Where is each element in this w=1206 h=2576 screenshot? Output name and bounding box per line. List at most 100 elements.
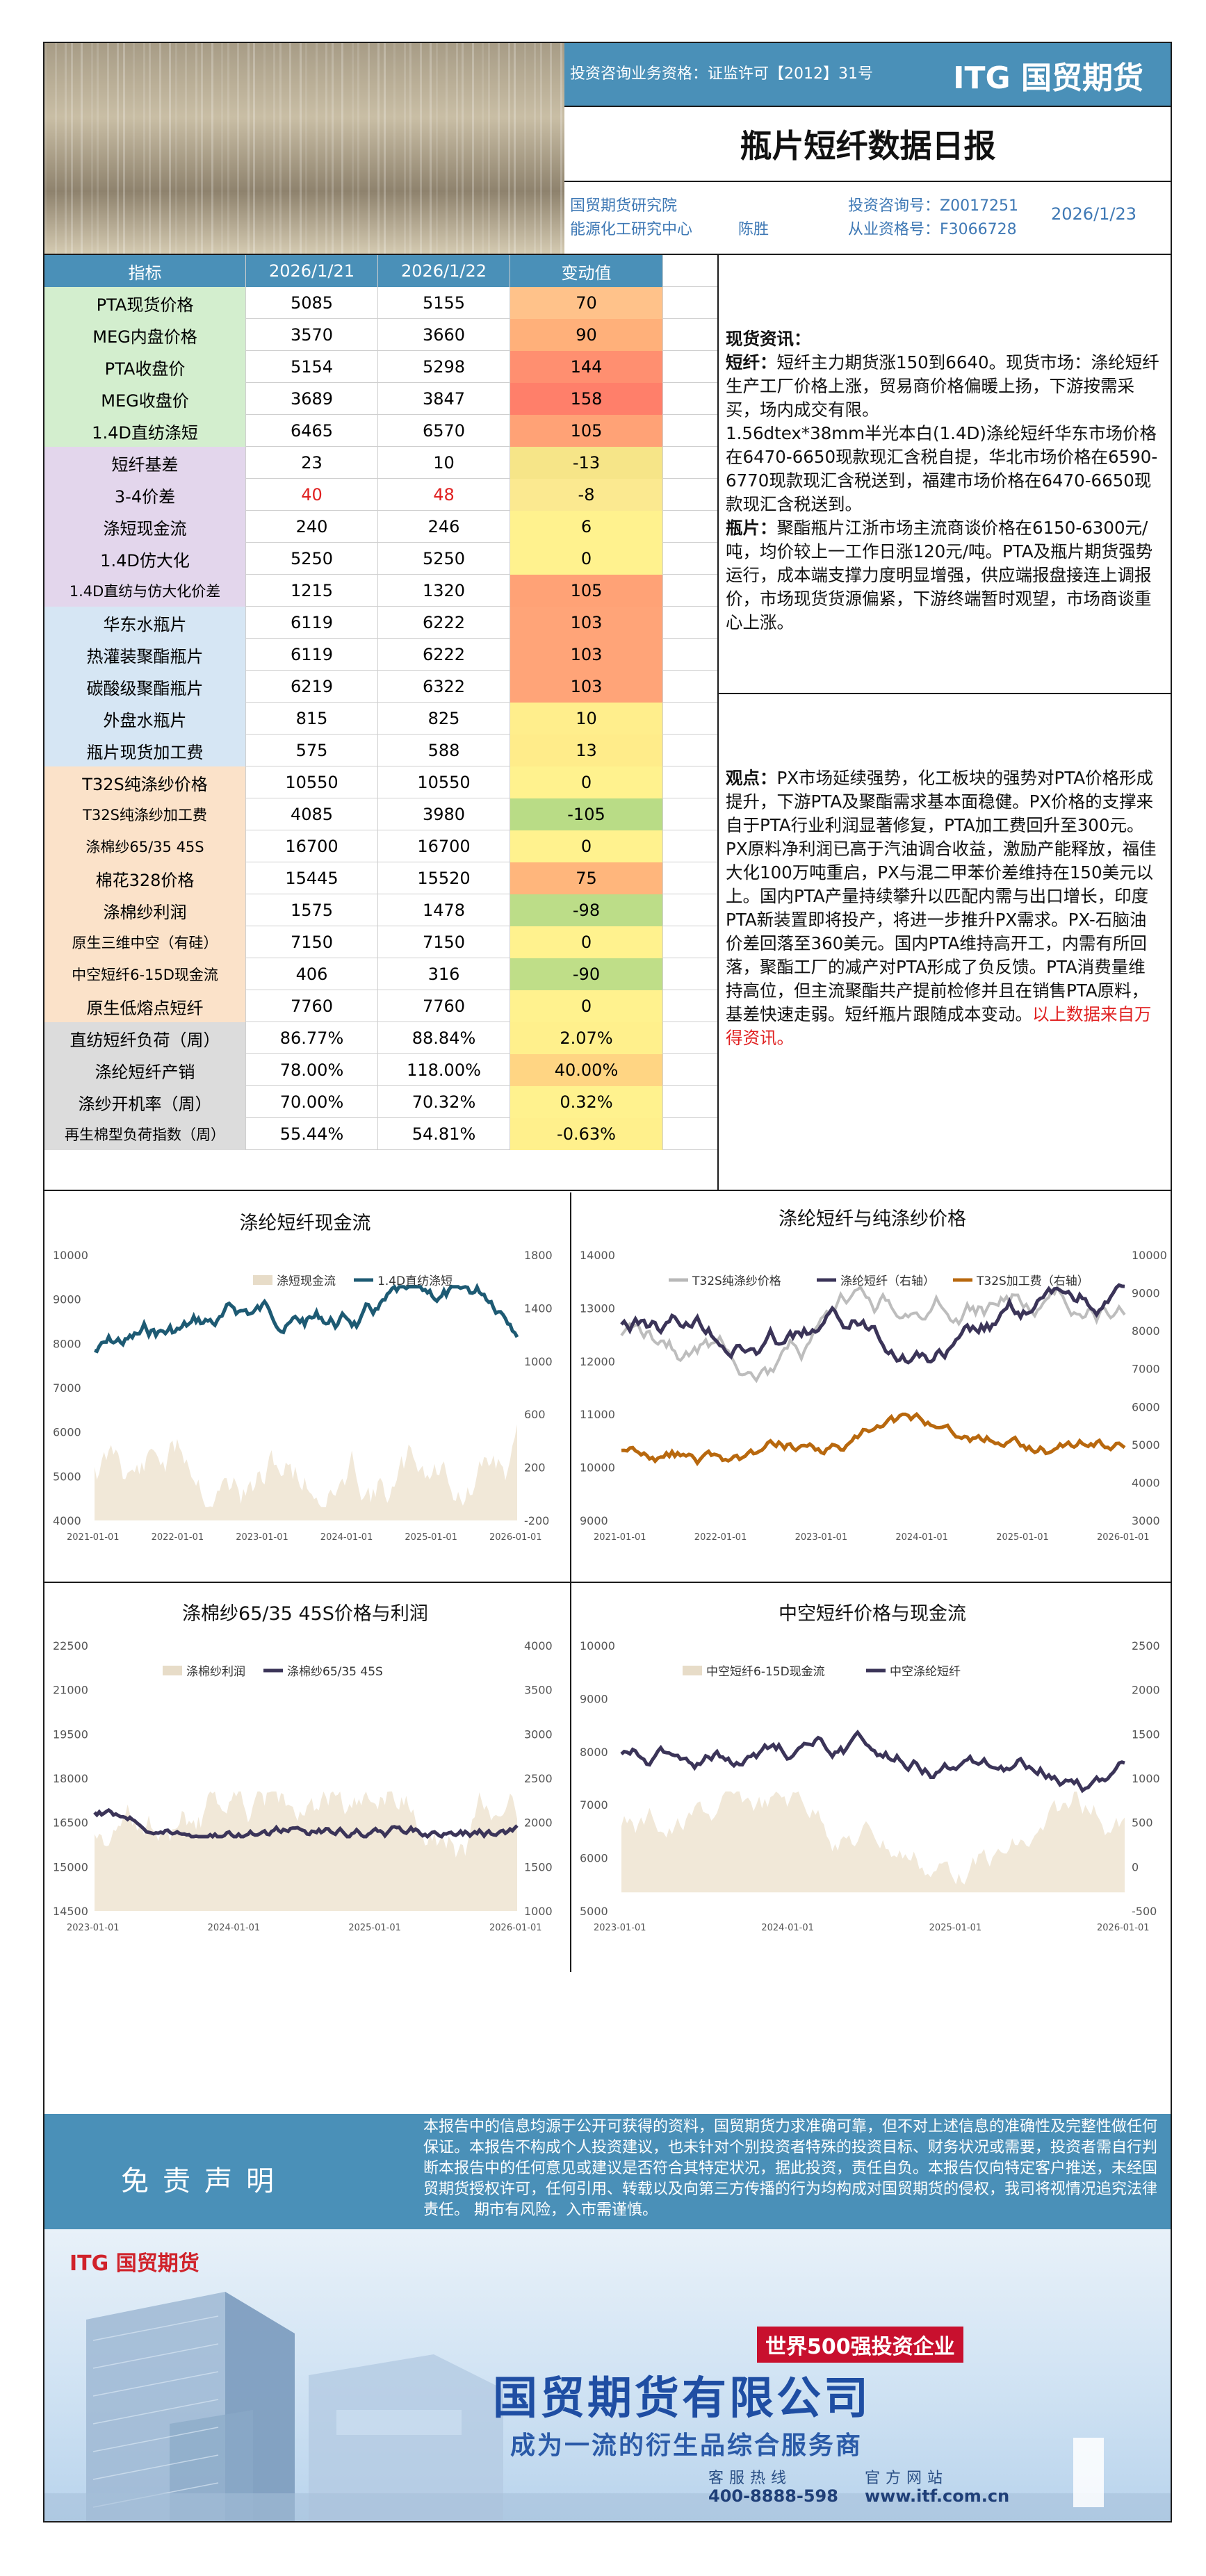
y-left-tick: 7000 <box>580 1798 608 1812</box>
value-date1: 240 <box>246 511 378 543</box>
x-tick: 2025-01-01 <box>405 1532 457 1543</box>
y-right-tick: 3000 <box>524 1728 553 1741</box>
view-body: 观点：PX市场延续强势，化工板块的强势对PTA价格形成提升，下游PTA及聚酯需求… <box>726 766 1161 1050</box>
bottle-chip-text: 聚酯瓶片江浙市场主流商谈价格在6150-6300元/吨，均价较上一工作日涨120… <box>726 518 1153 632</box>
table-row: MEG收盘价 3689 3847 158 <box>44 383 717 415</box>
value-date1: 78.00% <box>246 1054 378 1086</box>
y-left-tick: 5000 <box>580 1905 608 1918</box>
legend-label: 涤纶短纤（右轴） <box>840 1274 935 1288</box>
y-left-tick: 15000 <box>53 1860 88 1873</box>
header-info: 国贸期货研究院 能源化工研究中心 陈胜 投资咨询号：Z0017251 从业资格号… <box>564 182 1171 255</box>
series-line <box>620 1283 1126 1384</box>
market-view: 观点：PX市场延续强势，化工板块的强势对PTA价格形成提升，下游PTA及聚酯需求… <box>717 694 1171 1190</box>
company-banner: ITG 国贸期货 世界500强投资企业 国贸期货有限公司 成为一流的衍生品综合服… <box>44 2229 1171 2521</box>
y-left-tick: 9000 <box>580 1514 608 1527</box>
report-title: 瓶片短纤数据日报 <box>564 106 1171 182</box>
table-row: 涤棉纱65/35 45S 16700 16700 0 <box>44 830 717 862</box>
chart-yarn-price: 涤纶短纤与纯涤纱价格 T32S纯涤纱价格 涤纶短纤（右轴） T32S加工费（右轴） 1… <box>570 1192 1171 1582</box>
research-center: 能源化工研究中心 <box>570 221 693 238</box>
y-left-tick: 21000 <box>53 1684 88 1697</box>
table-row: PTA现货价格 5085 5155 70 <box>44 287 717 319</box>
table-row: 原生三维中空（有硅） 7150 7150 0 <box>44 926 717 958</box>
chart-title: 涤纶短纤现金流 <box>239 1213 371 1234</box>
y-right-tick: 1000 <box>1132 1772 1160 1785</box>
legend-swatch <box>683 1666 702 1675</box>
x-tick: 2024-01-01 <box>320 1532 373 1543</box>
value-date1: 15445 <box>246 862 378 894</box>
y-right-tick: 4000 <box>1132 1476 1160 1489</box>
consult-number: 投资咨询号：Z0017251 <box>848 197 1019 215</box>
indicator-name: 涤纱开机率（周） <box>44 1086 246 1118</box>
indicator-name: PTA收盘价 <box>44 351 246 383</box>
legend-label: 涤短现金流 <box>277 1274 336 1288</box>
series-area <box>95 1424 517 1520</box>
header-change: 变动值 <box>510 255 663 287</box>
y-left-tick: 10000 <box>53 1249 88 1262</box>
value-date1: 23 <box>246 447 378 479</box>
value-date1: 1575 <box>246 894 378 926</box>
table-row: 再生棉型负荷指数（周） 55.44% 54.81% -0.63% <box>44 1118 717 1150</box>
qualification-number: 从业资格号：F3066728 <box>848 221 1017 238</box>
value-date1: 6219 <box>246 671 378 703</box>
change-value: 13 <box>510 735 663 766</box>
y-left-tick: 6000 <box>53 1426 81 1439</box>
building-illustration <box>44 2292 1171 2521</box>
series-line <box>621 1411 1126 1467</box>
legend-label: 涤棉纱利润 <box>186 1665 245 1679</box>
chart-hollow-fiber-svg: 中空短纤6-15D现金流 中空涤纶短纤1000090008000700060005… <box>580 1639 1160 1933</box>
y-right-tick: -500 <box>1132 1905 1157 1918</box>
bottle-chip-label: 瓶片： <box>726 518 777 538</box>
y-right-tick: 9000 <box>1132 1287 1160 1300</box>
header-date1: 2026/1/21 <box>246 255 378 287</box>
value-date2: 3847 <box>378 383 510 415</box>
indicator-name: 原生低熔点短纤 <box>44 990 246 1022</box>
series-line <box>93 1807 519 1839</box>
indicator-name: 瓶片现货加工费 <box>44 735 246 766</box>
y-left-tick: 18000 <box>53 1772 88 1785</box>
legend-label: T32S加工费（右轴） <box>976 1274 1089 1288</box>
change-value: 103 <box>510 639 663 671</box>
y-right-tick: 2000 <box>1132 1684 1160 1697</box>
legend-label: T32S纯涤纱价格 <box>692 1274 781 1288</box>
chart-row-divider <box>44 1582 1171 1583</box>
legend-swatch <box>163 1666 182 1675</box>
y-right-tick: 1000 <box>524 1355 553 1368</box>
x-tick: 2026-01-01 <box>489 1923 542 1933</box>
value-date2: 1320 <box>378 575 510 607</box>
change-value: -8 <box>510 479 663 511</box>
disclaimer-band <box>44 2114 1171 2229</box>
value-date2: 3660 <box>378 319 510 351</box>
value-date1: 55.44% <box>246 1118 378 1150</box>
x-tick: 2023-01-01 <box>594 1923 646 1933</box>
chart-hollow-fiber: 中空短纤价格与现金流 中空短纤6-15D现金流 中空涤纶短纤 10000 9000 80… <box>570 1583 1171 1972</box>
y-left-tick: 9000 <box>53 1293 81 1306</box>
table-row: 热灌装聚酯瓶片 6119 6222 103 <box>44 639 717 671</box>
y-right-tick: 1000 <box>524 1905 553 1918</box>
value-date2: 5250 <box>378 543 510 575</box>
value-date2: 15520 <box>378 862 510 894</box>
table-header: 指标 2026/1/21 2026/1/22 变动值 <box>44 255 717 287</box>
change-value: 6 <box>510 511 663 543</box>
staple-fiber-text: 短纤主力期货涨150到6640。现货市场：涤纶短纤生产工厂价格上涨，贸易商价格偏… <box>726 352 1159 420</box>
change-value: 144 <box>510 351 663 383</box>
y-right-tick: 1500 <box>524 1860 553 1873</box>
chart-title: 中空短纤价格与现金流 <box>779 1603 966 1625</box>
table-row: 瓶片现货加工费 575 588 13 <box>44 735 717 766</box>
indicator-name: T32S纯涤纱价格 <box>44 766 246 798</box>
change-value: 40.00% <box>510 1054 663 1086</box>
spot-staple-fiber-prices: 1.56dtex*38mm半光本白(1.4D)涤纶短纤华东市场价格在6470-6… <box>726 423 1158 514</box>
banner-logo: ITG 国贸期货 <box>70 2251 199 2276</box>
table-row: 涤纱开机率（周） 70.00% 70.32% 0.32% <box>44 1086 717 1118</box>
y-left-tick: 8000 <box>53 1337 81 1350</box>
value-date2: 54.81% <box>378 1118 510 1150</box>
y-left-tick: 10000 <box>580 1461 615 1475</box>
y-right-tick: 3000 <box>1132 1514 1160 1527</box>
value-date1: 575 <box>246 735 378 766</box>
x-tick: 2024-01-01 <box>208 1923 261 1933</box>
y-left-tick: 16500 <box>53 1816 88 1830</box>
change-value: 0.32% <box>510 1086 663 1118</box>
change-value: -105 <box>510 798 663 830</box>
indicator-name: 碳酸级聚酯瓶片 <box>44 671 246 703</box>
indicator-name: 再生棉型负荷指数（周） <box>44 1118 246 1150</box>
value-date1: 4085 <box>246 798 378 830</box>
